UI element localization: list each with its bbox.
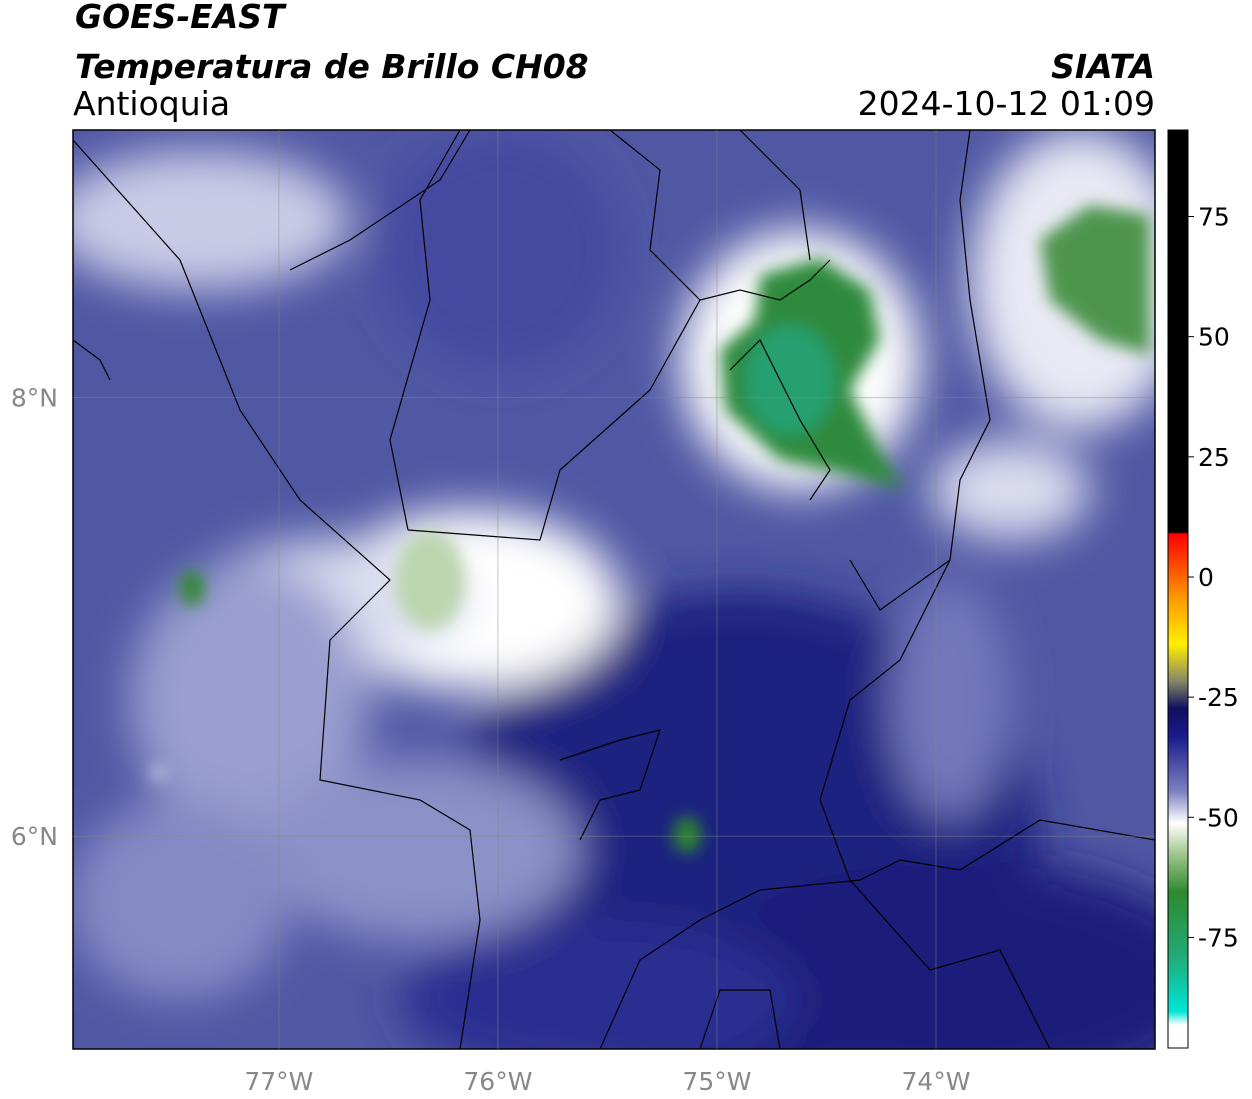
region: Antioquia (73, 84, 230, 123)
colorbar-tick-label: -75 (1198, 923, 1239, 952)
source: SIATA (1051, 47, 1155, 86)
colorbar (1167, 129, 1189, 1049)
title: GOES-EAST (75, 0, 287, 36)
colorbar-tick-label: -50 (1198, 803, 1239, 832)
y-tick-label: 8°N (11, 384, 58, 413)
satellite-image (73, 130, 1155, 1049)
x-tick-label: 76°W (463, 1067, 532, 1096)
timestamp: 2024-10-12 01:09 (858, 84, 1155, 123)
subtitle: Temperatura de Brillo CH08 (75, 47, 589, 86)
colorbar-tick-label: -25 (1198, 683, 1239, 712)
y-tick-label: 6°N (11, 822, 58, 851)
x-tick-label: 77°W (244, 1067, 313, 1096)
colorbar-tick-label: 50 (1198, 323, 1230, 352)
map-frame (72, 129, 1156, 1050)
colorbar-tick-label: 0 (1198, 563, 1214, 592)
colorbar-tick-label: 75 (1198, 203, 1230, 232)
x-tick-label: 75°W (682, 1067, 751, 1096)
x-tick-label: 74°W (901, 1067, 970, 1096)
colorbar-tick-label: 25 (1198, 443, 1230, 472)
